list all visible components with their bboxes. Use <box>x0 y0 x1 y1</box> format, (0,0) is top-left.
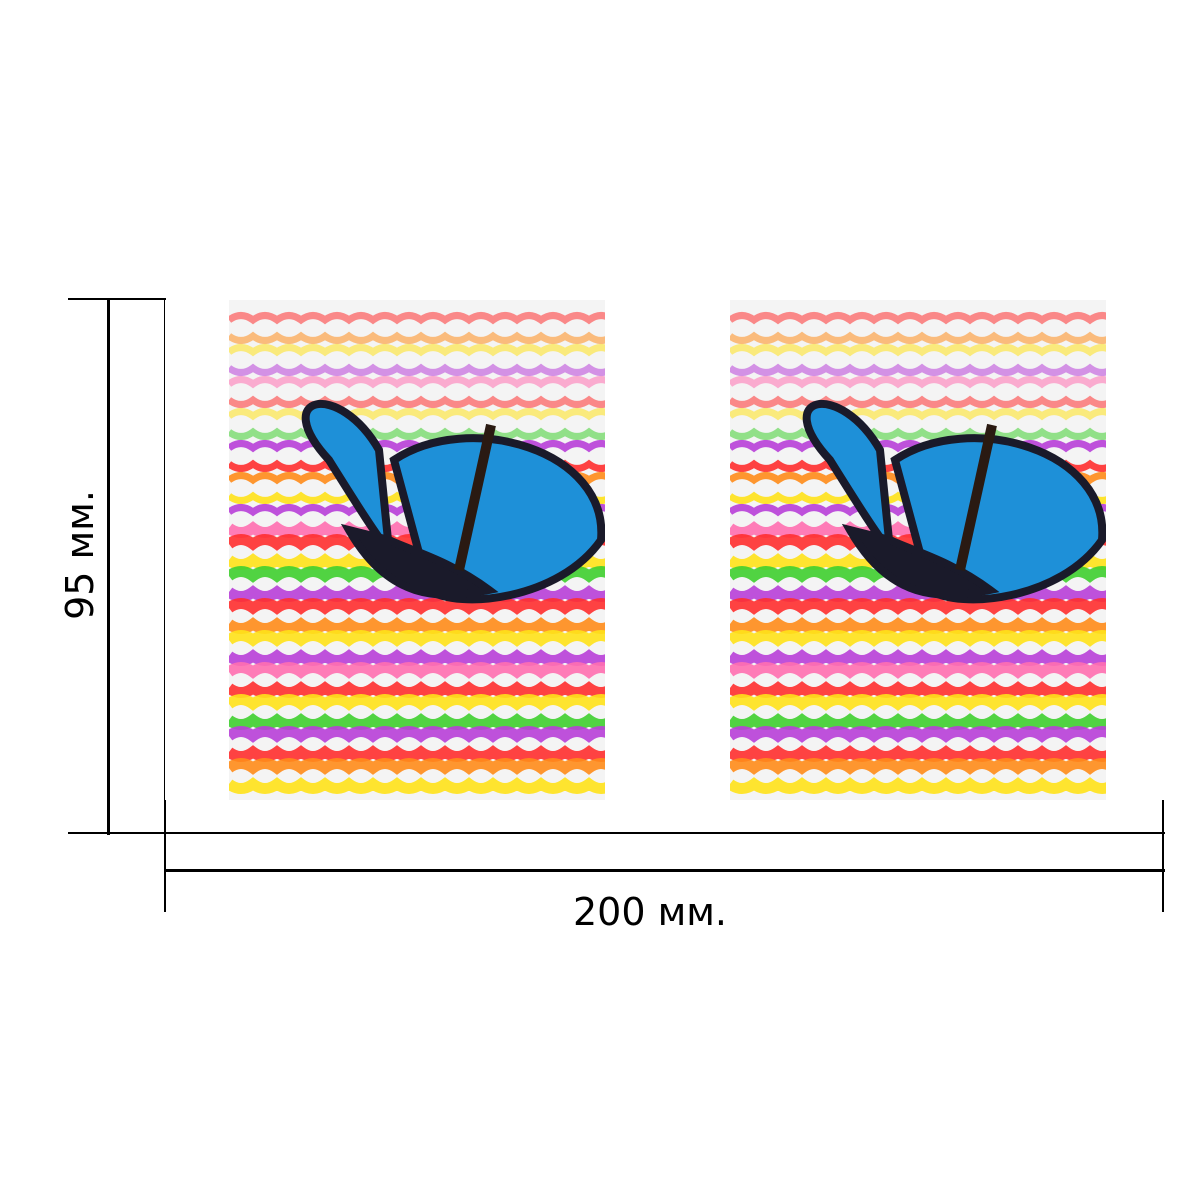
width-dimension-line <box>164 869 1165 872</box>
width-dimension-top-line <box>164 832 1165 834</box>
print-panel-left <box>229 300 605 800</box>
width-label: 200 мм. <box>572 890 728 934</box>
butterfly-artwork <box>229 300 605 800</box>
butterfly-artwork <box>730 300 1106 800</box>
print-panel-right <box>730 300 1106 800</box>
width-dimension-right-tick <box>1162 800 1164 912</box>
width-dimension-left-tick <box>164 800 166 912</box>
height-extension-line <box>164 298 165 835</box>
height-dimension-bottom-tick <box>68 832 166 834</box>
height-dimension-top-tick <box>68 298 166 300</box>
height-label: 95 мм. <box>58 490 102 620</box>
height-dimension-line <box>107 298 110 835</box>
